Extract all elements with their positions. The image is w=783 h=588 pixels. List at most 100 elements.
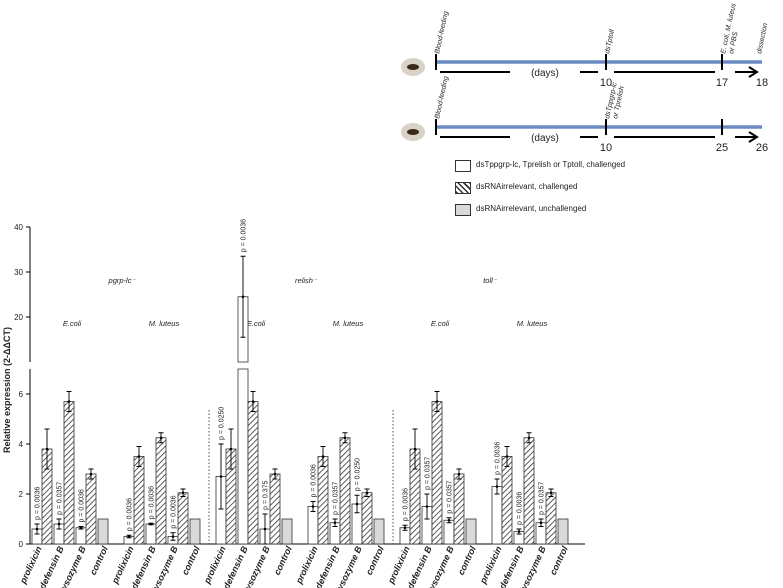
data-point [333,521,337,525]
p-value: p = 0.0357 [57,482,64,515]
group-label: E.coli [431,319,450,328]
data-point [413,447,417,451]
legend-label: dsRNAirrelevant, challenged [476,182,578,191]
bug-body [407,129,419,135]
data-point [549,491,553,495]
x-tick-label: control [272,544,294,576]
bar [491,486,503,545]
p-value: p = 0.375 [263,481,270,510]
p-value: p = 0.0036 [127,498,134,531]
data-point [311,505,315,508]
bar [361,492,373,545]
bar [85,473,97,545]
arrow-head [748,131,759,143]
arrow-head [748,66,759,78]
data-point [251,400,255,403]
bar [317,456,329,545]
bar [431,401,443,545]
p-value: p = 0.0036 [79,489,86,522]
p-value: p = 0.0357 [447,480,454,513]
legend-swatch [455,160,471,172]
day-label: 10 [600,77,612,89]
bar [177,492,189,545]
data-point [435,400,439,403]
bar [281,518,293,545]
panel-label: toll⁻ [483,276,498,285]
event-label: dsTptoll [604,29,616,55]
p-value: p = 0.0357 [539,482,546,515]
data-point [35,527,39,531]
data-point [343,436,347,440]
data-point [171,535,175,538]
p-value: p = 0.0357 [425,457,432,490]
p-value: p = 0.0250 [355,458,362,491]
data-point [539,521,543,525]
day-label: 25 [716,142,728,154]
event-label: dissection [756,22,769,54]
bar [97,518,109,545]
data-point [79,526,83,530]
bar [75,527,87,545]
legend-label: dsRNAirrelevant, unchallenged [476,204,587,213]
p-value: p = 0.0036 [517,492,524,525]
data-point [457,472,461,476]
data-point [149,522,153,526]
y-tick-label: 0 [19,540,24,549]
data-point [263,527,267,531]
data-point [127,535,131,538]
bar [155,437,167,545]
p-value: p = 0.0036 [171,495,178,528]
legend-swatch [455,204,471,216]
data-point [403,526,407,530]
data-point [495,485,499,488]
day-label: 17 [716,77,728,89]
y-tick-label: 20 [14,313,23,322]
bar [373,518,385,545]
days-label: (days) [531,133,559,144]
x-tick-label: control [88,544,110,576]
data-point [57,522,61,526]
y-tick-label: 40 [14,223,23,232]
days-label: (days) [531,68,559,79]
group-label: M. luteus [333,319,364,328]
bar [557,518,569,545]
panel-label: relish⁻ [295,276,318,285]
p-value: p = 0.0250 [219,407,226,440]
bar [247,401,259,545]
bar [307,506,319,545]
legend-swatch [455,182,471,194]
group-label: M. luteus [149,319,180,328]
p-value: p = 0.0036 [241,219,248,252]
bar [545,492,557,545]
bar [443,519,455,545]
x-tick-label: control [548,544,570,576]
bar [269,473,281,545]
p-value: p = 0.0036 [311,464,318,497]
data-point [355,502,359,506]
bar [145,523,157,545]
p-value: p = 0.0036 [495,442,502,475]
day-label: 26 [756,142,768,154]
data-point [229,447,233,451]
bar [523,437,535,545]
event-label: Blood-feeding [434,11,450,55]
p-value: p = 0.0036 [149,486,156,519]
data-point [447,518,451,522]
data-point [505,455,509,458]
legend-label: dsTppgrp-lc, Tprelish or Tptoll, challen… [476,160,626,169]
data-point [517,530,521,533]
event-label: Blood-feeding [434,76,450,120]
bug-body [407,64,419,70]
day-label: 10 [600,142,612,154]
group-label: E.coli [247,319,266,328]
data-point [67,400,71,403]
bar [63,401,75,545]
data-point [137,455,141,458]
data-point [527,436,531,440]
x-tick-label: control [456,544,478,576]
x-tick-label: control [364,544,386,576]
y-tick-label: 2 [19,490,24,499]
legend-entry: dsTppgrp-lc, Tprelish or Tptoll, challen… [455,160,635,172]
p-value: p = 0.0357 [333,482,340,515]
